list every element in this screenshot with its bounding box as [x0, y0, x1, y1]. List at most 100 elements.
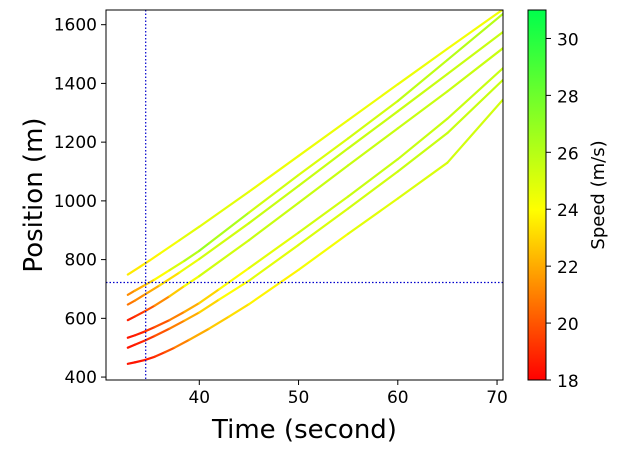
trajectory-segment: [297, 147, 350, 187]
y-tick-label: 1400: [54, 74, 97, 94]
colorbar-ticks: 18 20 22 24 26 28 30: [546, 30, 579, 392]
trajectory-segment: [347, 83, 399, 122]
trajectory-segment: [143, 326, 156, 333]
trajectory-segment: [347, 197, 399, 235]
trajectory-segment: [183, 301, 201, 313]
trajectory-segment: [168, 319, 186, 330]
trajectory-segment: [396, 161, 449, 200]
y-tick-label: 800: [65, 251, 97, 271]
y-axis-ticks: 400 600 800 1000 1200 1400 1600: [54, 16, 106, 388]
trajectory-segment: [198, 288, 221, 305]
trajectory-segment: [126, 334, 136, 339]
trajectory-segment: [143, 355, 156, 362]
colorbar-tick-label: 28: [557, 87, 579, 107]
trajectory-segment: [218, 279, 251, 301]
trajectory-line-5: [126, 67, 503, 339]
trajectory-segment: [143, 278, 156, 287]
colorbar-tick-label: 26: [557, 144, 579, 164]
trajectory-segment: [297, 232, 350, 271]
colorbar-tick-label: 18: [557, 372, 579, 392]
trajectory-segment: [133, 358, 146, 364]
trajectory-segment: [133, 284, 146, 292]
y-tick-label: 400: [65, 368, 97, 388]
trajectory-segment: [143, 284, 161, 296]
plot-frame: [105, 9, 504, 381]
trajectory-segment: [126, 299, 136, 306]
trajectory-segment: [297, 137, 350, 177]
trajectory-segment: [396, 117, 449, 161]
trajectory-segment: [143, 334, 156, 342]
trajectory-segment: [168, 284, 186, 298]
trajectory-segment: [126, 361, 136, 365]
trajectory-segment: [247, 184, 300, 225]
trajectory-segment: [158, 271, 181, 287]
trajectory-segment: [347, 110, 399, 150]
trajectory-segment: [396, 131, 449, 173]
trajectory-segment: [347, 170, 399, 210]
trajectory-lines: [126, 10, 503, 365]
trajectory-segment: [297, 195, 350, 234]
trajectory-segment: [168, 310, 186, 322]
trajectory-segment: [198, 190, 251, 228]
trajectory-segment: [153, 295, 171, 307]
trajectory-line-7: [126, 98, 503, 365]
x-axis-label: Time (second): [211, 415, 397, 445]
colorbar-tick-label: 22: [557, 258, 579, 278]
trajectory-segment: [247, 243, 300, 282]
trajectory-segment: [247, 173, 300, 214]
trajectory-segment: [347, 99, 399, 140]
x-tick-label: 60: [387, 388, 409, 408]
trajectory-segment: [396, 90, 449, 130]
trajectory-segment: [208, 315, 231, 330]
trajectory-segment: [178, 257, 201, 274]
x-axis-ticks: 40 50 60 70: [188, 380, 508, 408]
trajectory-line-3: [126, 30, 503, 306]
trajectory-segment: [178, 225, 201, 242]
trajectory-segment: [227, 303, 251, 318]
trajectory-segment: [446, 30, 503, 76]
trajectory-segment: [183, 249, 201, 262]
trajectory-segment: [153, 269, 171, 281]
trajectory-segment: [153, 351, 166, 358]
trajectory-segment: [198, 242, 211, 252]
trajectory-segment: [148, 252, 161, 262]
trajectory-segment: [168, 259, 186, 272]
colorbar-tick-label: 24: [557, 201, 579, 221]
trajectory-segment: [446, 10, 503, 50]
colorbar-tick-label: 30: [557, 30, 579, 50]
trajectory-line-6: [126, 78, 503, 349]
colorbar: [527, 9, 547, 381]
y-tick-label: 1600: [54, 16, 97, 36]
trajectory-segment: [133, 310, 146, 318]
trajectory-segment: [347, 127, 399, 167]
trajectory-segment: [143, 304, 156, 313]
trajectory-segment: [126, 289, 136, 296]
x-tick-label: 70: [486, 388, 508, 408]
trajectory-segment: [183, 311, 201, 322]
y-tick-label: 1000: [54, 192, 97, 212]
reference-lines: [106, 10, 503, 380]
trajectory-segment: [297, 207, 350, 247]
x-tick-label: 50: [288, 388, 310, 408]
trajectory-segment: [133, 330, 146, 337]
trajectory-segment: [208, 211, 251, 245]
trajectory-segment: [396, 72, 449, 113]
trajectory-segment: [297, 119, 350, 158]
trajectory-segment: [247, 154, 300, 193]
y-tick-label: 1200: [54, 133, 97, 153]
y-axis-label: Position (m): [19, 117, 49, 272]
y-tick-label: 600: [65, 309, 97, 329]
x-tick-label: 40: [188, 388, 210, 408]
trajectory-segment: [153, 318, 171, 329]
trajectory-segment: [188, 327, 211, 341]
trajectory-segment: [446, 12, 503, 62]
trajectory-segment: [446, 98, 503, 164]
trajectory-segment: [247, 201, 300, 242]
trajectory-segment: [173, 338, 191, 349]
trajectory-segment: [133, 293, 146, 302]
trajectory-segment: [126, 265, 141, 276]
trajectory-line-1: [126, 10, 503, 276]
trajectory-segment: [446, 67, 503, 120]
trajectory-segment: [183, 274, 201, 288]
trajectory-segment: [446, 47, 503, 93]
